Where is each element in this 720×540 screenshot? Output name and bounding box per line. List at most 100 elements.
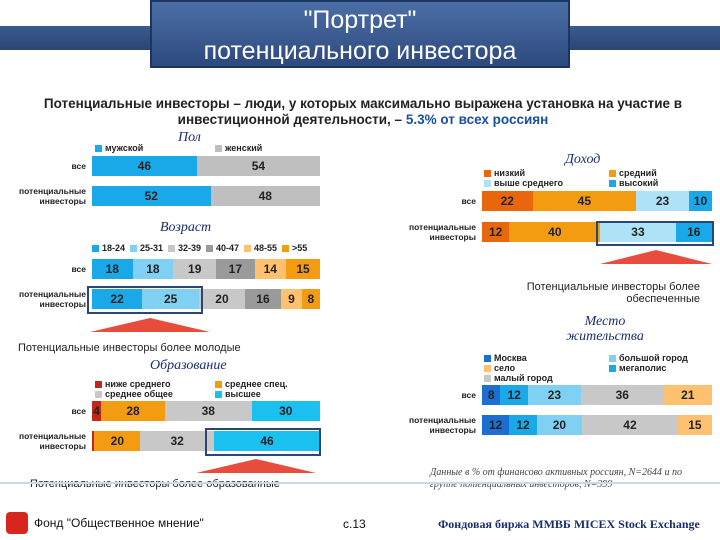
- legend-label: малый город: [494, 373, 553, 383]
- row-label: потенциальные инвесторы: [18, 289, 86, 309]
- legend-entry: выше среднего: [484, 178, 563, 188]
- footer-page: с.13: [343, 517, 366, 531]
- bar-segment-40-47: 16: [244, 289, 282, 309]
- footer-logos: Фондовая биржа ММВБ MICEX Stock Exchange: [438, 517, 700, 531]
- title-line-1: "Портрет": [303, 6, 417, 34]
- bar-segment-село: 21: [663, 385, 712, 405]
- legend-swatch: [95, 381, 102, 389]
- bar-segment-18-24: 18: [92, 259, 133, 279]
- bar-segment-малый-город: 36: [580, 385, 664, 405]
- legend-label: 18-24: [102, 243, 126, 253]
- legend-label: среднее спец.: [225, 379, 288, 389]
- legend-label: 25-31: [140, 243, 164, 253]
- legend-swatch: [130, 245, 137, 253]
- bar-segment--55: 8: [301, 289, 320, 309]
- legend-entry: высшее: [215, 389, 261, 399]
- bar-segment-мегаполис: 12: [500, 385, 528, 405]
- legend-entry: мегаполис: [609, 363, 666, 373]
- legend-entry: 25-31: [130, 243, 163, 253]
- legend-label: 32-39: [178, 243, 202, 253]
- legend-swatch: [215, 381, 222, 389]
- legend-swatch: [609, 355, 616, 363]
- note-source: Данные в % от финансово активных россиян…: [430, 467, 682, 490]
- bar-segment-женский: 48: [210, 186, 320, 206]
- legend-entry: малый город: [484, 373, 553, 383]
- title-band: "Портрет" потенциального инвестора: [0, 0, 720, 74]
- legend-label: высокий: [619, 178, 659, 188]
- legend-label: низкий: [494, 168, 526, 178]
- legend-label: средний: [619, 168, 657, 178]
- legend-label: село: [494, 363, 516, 373]
- legend-entry: женский: [215, 143, 262, 153]
- income-highlight-frame: [596, 221, 714, 246]
- bar-segment-25-31: 18: [132, 259, 174, 279]
- stacked-bar: 52 48: [92, 186, 320, 206]
- bar-segment-32-39: 20: [199, 289, 245, 309]
- row-label: все: [71, 406, 86, 416]
- row-label: потенциальные инвесторы: [408, 222, 476, 242]
- footer-divider: [0, 482, 720, 484]
- legend-entry: 18-24: [92, 243, 125, 253]
- stacked-bar: 22 45 23 10: [482, 191, 712, 211]
- bar-segment-село: 15: [677, 415, 712, 435]
- bar-segment-выше-среднего: 33: [600, 222, 676, 242]
- bar-segment-ниже-среднего: [92, 431, 95, 451]
- bar-segment-среднее-спец-: 20: [94, 431, 141, 451]
- bar-segment-выше-среднего: 23: [636, 191, 689, 211]
- bar-segment-высшее: 46: [214, 431, 320, 451]
- bar-segment-ниже-среднего: 4: [92, 401, 102, 421]
- row-label: потенциальные инвесторы: [18, 186, 86, 206]
- legend-swatch: [282, 245, 289, 253]
- legend-label: мегаполис: [619, 363, 667, 373]
- chart-title-3: Доход: [565, 152, 601, 167]
- legend-entry: 32-39: [168, 243, 201, 253]
- bar-segment-женский: 54: [196, 156, 320, 176]
- legend-entry: >55: [282, 243, 307, 253]
- note-educated: Потенциальные инвесторы более образованн…: [30, 478, 280, 490]
- legend-entry: мужской: [95, 143, 143, 153]
- legend-entry: среднее общее: [95, 389, 173, 399]
- stacked-bar: 18 18 19 17 14 15: [92, 259, 320, 279]
- bar-segment-средний: 40: [509, 222, 601, 242]
- legend-label: >55: [292, 243, 308, 253]
- legend-swatch: [484, 170, 491, 178]
- legend-label: среднее общее: [105, 389, 173, 399]
- legend-swatch: [168, 245, 175, 253]
- bar-segment-высокий: 16: [675, 222, 712, 242]
- chart-title-0: Пол: [178, 130, 201, 145]
- bar-segment-32-39: 19: [173, 259, 217, 279]
- legend-entry: высокий: [609, 178, 658, 188]
- bar-segment-средний: 45: [532, 191, 637, 211]
- stacked-bar: 12 12 20 42 15: [482, 415, 712, 435]
- row-label: потенциальные инвесторы: [408, 415, 476, 435]
- bar-segment-мужской: 46: [92, 156, 197, 176]
- row-label: все: [71, 264, 86, 274]
- note-rich: Потенциальные инвесторы более обеспеченн…: [526, 281, 700, 305]
- legend-entry: большой город: [609, 353, 688, 363]
- title-line-2: потенциального инвестора: [203, 37, 517, 65]
- legend-entry: 40-47: [206, 243, 239, 253]
- footer-org-text: Фонд "Общественное мнение": [34, 516, 204, 530]
- bar-segment-18-24: 22: [92, 289, 143, 309]
- subtitle-highlight: 5.3% от всех россиян: [405, 112, 549, 127]
- education-highlight-frame: [205, 428, 321, 456]
- legend-label: выше среднего: [494, 178, 564, 188]
- note-young: Потенциальные инвесторы более молодые: [18, 342, 241, 354]
- legend-swatch: [484, 365, 491, 373]
- legend-swatch: [244, 245, 251, 253]
- bar-segment-среднее-спец-: 28: [101, 401, 165, 421]
- bar-segment-мужской: 52: [92, 186, 211, 206]
- bar-segment-48-55: 9: [281, 289, 302, 309]
- legend-entry: Москва: [484, 353, 527, 363]
- stacked-bar: 46 54: [92, 156, 320, 176]
- page-title: "Портрет" потенциального инвестора: [150, 0, 570, 68]
- legend-entry: средний: [609, 168, 657, 178]
- legend-swatch: [206, 245, 213, 253]
- legend-entry: низкий: [484, 168, 525, 178]
- chart-title-1: Возраст: [160, 220, 212, 235]
- legend-swatch: [609, 170, 616, 178]
- subtitle-text: Потенциальные инвесторы – люди, у которы…: [43, 96, 683, 127]
- fom-logo-icon: [6, 512, 28, 534]
- row-label: все: [71, 161, 86, 171]
- arrow-up-icon: [600, 250, 712, 264]
